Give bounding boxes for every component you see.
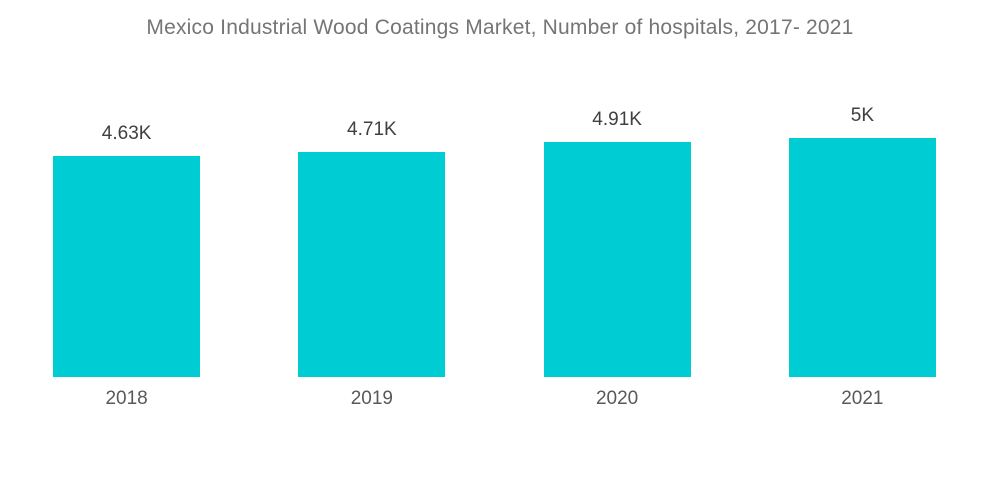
x-tick-label: 2020 — [595, 388, 639, 409]
bar-2021 — [788, 138, 936, 377]
bar-2019 — [298, 152, 446, 377]
bar-group-2020: 4.91K 2020 — [495, 100, 740, 409]
bar-value-label: 4.63K — [101, 123, 152, 144]
chart-title: Mexico Industrial Wood Coatings Market, … — [146, 16, 854, 39]
x-tick-label: 2021 — [841, 388, 884, 409]
bar-value-label: 5K — [850, 105, 874, 126]
bar-group-2019: 4.71K 2019 — [249, 100, 494, 409]
plot-area: 4.63K 2018 4.71K 2019 4.91K 2020 5K 2021 — [4, 100, 985, 409]
bar-value-label: 4.71K — [347, 119, 397, 140]
x-tick-label: 2019 — [350, 388, 394, 409]
bar-group-2018: 4.63K 2018 — [4, 100, 249, 409]
x-tick-label: 2018 — [105, 388, 148, 409]
bar-2018 — [53, 156, 201, 377]
bar-group-2021: 5K 2021 — [740, 100, 985, 409]
bar-2020 — [543, 142, 691, 377]
bar-value-label: 4.91K — [592, 109, 642, 130]
